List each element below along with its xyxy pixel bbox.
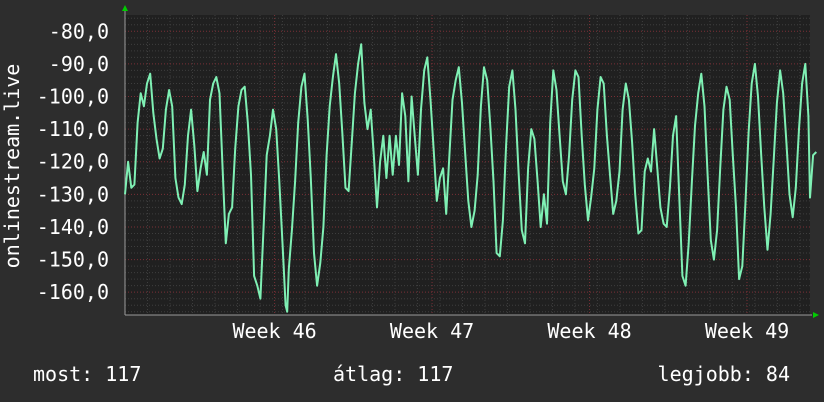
x-tick-label: Week 49: [705, 319, 789, 343]
axes: [122, 5, 819, 318]
y-tick-label: -100,0: [37, 85, 109, 109]
x-tick-label: Week 47: [390, 319, 474, 343]
y-axis-arrow: [122, 5, 128, 11]
y-tick-label: -110,0: [37, 117, 109, 141]
y-tick-label: -150,0: [37, 248, 109, 272]
x-axis-arrow: [813, 312, 819, 318]
y-axis-tick-labels: -80,0 -90,0 -100,0 -110,0 -120,0 -130,0 -140,0…: [37, 19, 109, 304]
footer-average-value: átlag: 117: [333, 362, 454, 386]
x-tick-label: Week 48: [547, 319, 631, 343]
y-tick-label: -130,0: [37, 182, 109, 206]
footer-max-value: legjobb: 84: [657, 362, 790, 386]
plot-area: [125, 15, 810, 315]
series-line: [124, 43, 818, 313]
y-tick-label: -160,0: [37, 280, 109, 304]
y-tick-label: -140,0: [37, 215, 109, 239]
y-axis-label: onlinestream.live: [0, 64, 24, 269]
series-layer: [124, 43, 818, 313]
y-tick-label: -80,0: [49, 19, 109, 43]
y-tick-label: -90,0: [49, 52, 109, 76]
major-grid: [125, 15, 810, 315]
x-axis-tick-labels: Week 46 Week 47 Week 48 Week 49: [232, 319, 789, 343]
footer-current-value: most: 117: [33, 362, 142, 386]
y-tick-label: -120,0: [37, 150, 109, 174]
x-tick-label: Week 46: [232, 319, 316, 343]
